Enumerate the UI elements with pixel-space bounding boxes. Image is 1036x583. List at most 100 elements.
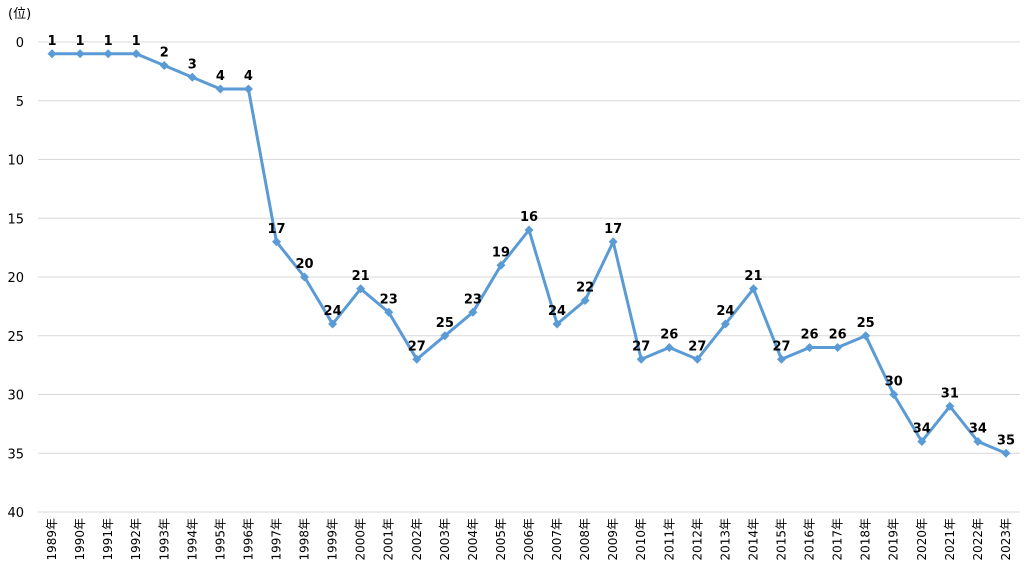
data-label: 24 — [716, 304, 734, 319]
data-point — [328, 319, 338, 329]
data-point — [103, 49, 113, 59]
data-label: 1 — [76, 34, 85, 49]
x-tick-label: 2001年 — [382, 518, 396, 561]
data-label: 23 — [464, 292, 482, 307]
x-tick-label: 2005年 — [494, 518, 508, 561]
y-axis-ticks: 0 5 10 15 20 25 30 35 40 — [7, 36, 24, 521]
data-label: 19 — [492, 245, 510, 260]
x-tick-label: 2009年 — [606, 518, 620, 561]
data-label: 27 — [408, 339, 426, 354]
x-tick-label: 2014年 — [746, 518, 760, 561]
data-point — [580, 296, 590, 305]
x-tick-label: 2010年 — [634, 518, 648, 561]
x-tick-label: 1990年 — [73, 518, 87, 561]
data-point — [917, 437, 927, 446]
x-tick-label: 2020年 — [915, 518, 929, 561]
x-tick-label: 1991年 — [101, 518, 115, 561]
data-point — [187, 72, 197, 82]
data-point — [468, 307, 478, 317]
data-point — [833, 343, 843, 352]
data-label: 31 — [941, 386, 959, 401]
x-tick-label: 2007年 — [550, 518, 564, 561]
data-label: 16 — [520, 210, 538, 225]
data-point — [300, 272, 310, 282]
data-label: 25 — [436, 316, 454, 331]
x-tick-label: 1993年 — [157, 518, 171, 561]
y-tick-label: 30 — [7, 389, 24, 404]
data-point — [243, 84, 253, 94]
data-label: 21 — [352, 269, 370, 284]
x-tick-label: 1994年 — [185, 518, 199, 561]
data-label: 1 — [48, 34, 57, 49]
data-point — [748, 284, 758, 294]
data-point — [973, 437, 983, 446]
x-axis-ticks: 1989年 1990年 1991年 1992年 1993年 1994年 1995年 1996年… — [45, 518, 1013, 561]
data-point — [608, 237, 618, 247]
y-tick-label: 15 — [7, 212, 24, 227]
x-tick-label: 2023年 — [999, 518, 1013, 561]
x-tick-label: 2002年 — [410, 518, 424, 561]
x-tick-label: 2018年 — [859, 518, 873, 561]
data-point — [861, 331, 871, 341]
data-point — [271, 237, 281, 247]
data-point — [945, 401, 955, 411]
x-tick-label: 2022年 — [971, 518, 985, 561]
data-label: 25 — [857, 316, 875, 331]
x-tick-label: 2000年 — [354, 518, 368, 561]
y-tick-label: 20 — [7, 271, 24, 286]
y-tick-label: 25 — [7, 330, 24, 345]
y-tick-label: 40 — [7, 506, 24, 521]
data-label: 27 — [688, 339, 706, 354]
grid-lines — [38, 41, 1020, 513]
data-point — [552, 319, 562, 329]
data-label: 35 — [997, 433, 1015, 448]
x-tick-label: 2012年 — [690, 518, 704, 561]
data-point — [440, 331, 450, 341]
series-line — [52, 52, 1007, 455]
data-point — [384, 307, 394, 317]
data-point — [215, 84, 225, 94]
data-label: 23 — [380, 292, 398, 307]
data-label: 4 — [244, 69, 253, 84]
y-axis-label: (位) — [8, 7, 31, 22]
data-label: 4 — [216, 69, 225, 84]
x-tick-label: 2011年 — [662, 518, 676, 561]
data-point — [692, 354, 702, 364]
data-point — [524, 225, 534, 235]
data-label: 20 — [295, 257, 313, 272]
data-point — [1001, 448, 1011, 458]
x-tick-label: 2008年 — [578, 518, 592, 561]
data-label: 24 — [324, 304, 342, 319]
data-point — [636, 354, 646, 364]
data-label: 17 — [604, 222, 622, 237]
data-label: 34 — [969, 422, 987, 437]
data-label: 26 — [829, 328, 847, 343]
data-label: 26 — [660, 328, 678, 343]
data-label: 1 — [132, 34, 141, 49]
data-label: 1 — [104, 34, 113, 49]
data-point — [412, 354, 422, 364]
y-tick-label: 10 — [7, 154, 24, 169]
y-tick-label: 35 — [7, 447, 24, 462]
x-tick-label: 1999年 — [326, 518, 340, 561]
x-tick-label: 1995年 — [213, 518, 227, 561]
x-tick-label: 2004年 — [466, 518, 480, 561]
data-point — [805, 343, 815, 352]
x-tick-label: 1997年 — [269, 518, 283, 561]
data-label: 2 — [160, 46, 169, 61]
x-tick-label: 2013年 — [718, 518, 732, 561]
data-point — [356, 284, 366, 294]
x-tick-label: 1992年 — [129, 518, 143, 561]
x-tick-label: 2015年 — [775, 518, 789, 561]
series-group — [47, 49, 1011, 458]
data-label: 21 — [744, 269, 762, 284]
data-point — [131, 49, 141, 59]
data-point — [47, 49, 57, 59]
x-tick-label: 2016年 — [803, 518, 817, 561]
data-point — [75, 49, 85, 59]
x-tick-label: 2017年 — [831, 518, 845, 561]
data-point — [664, 343, 674, 352]
x-tick-label: 2006年 — [522, 518, 536, 561]
